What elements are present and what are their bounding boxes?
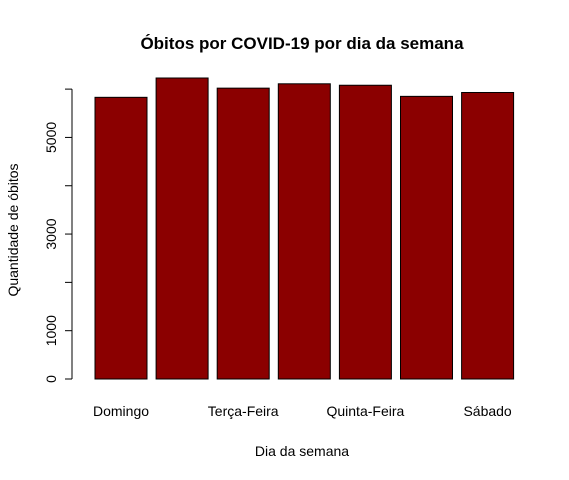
y-tick-label: 0 [43, 375, 59, 383]
bar-ter-a-feira [216, 87, 270, 380]
x-tick-label: Domingo [93, 403, 149, 419]
chart-title: Óbitos por COVID-19 por dia da semana [140, 34, 464, 53]
bar-quinta-feira [338, 84, 392, 380]
y-tick-label: 5000 [43, 122, 59, 153]
x-tick-label: Quinta-Feira [326, 403, 404, 419]
y-tick-label: 3000 [43, 218, 59, 249]
x-axis-label: Dia da semana [255, 443, 349, 459]
bar-segunda-feira [155, 77, 209, 380]
bar-sexta-feira [400, 95, 453, 380]
bar-domingo [94, 96, 148, 380]
x-tick-label: Sábado [463, 403, 511, 419]
bar-quarta-feira [277, 83, 331, 380]
y-tick-label: 1000 [43, 315, 59, 346]
y-axis-label: Quantidade de óbitos [5, 163, 21, 296]
bars [94, 77, 515, 380]
x-tick-labels: Domingo Terça-Feira Quinta-Feira Sábado [93, 403, 512, 419]
y-axis: 0 1000 3000 5000 [43, 88, 73, 383]
bar-s-bado [461, 91, 515, 380]
x-tick-label: Terça-Feira [208, 403, 279, 419]
